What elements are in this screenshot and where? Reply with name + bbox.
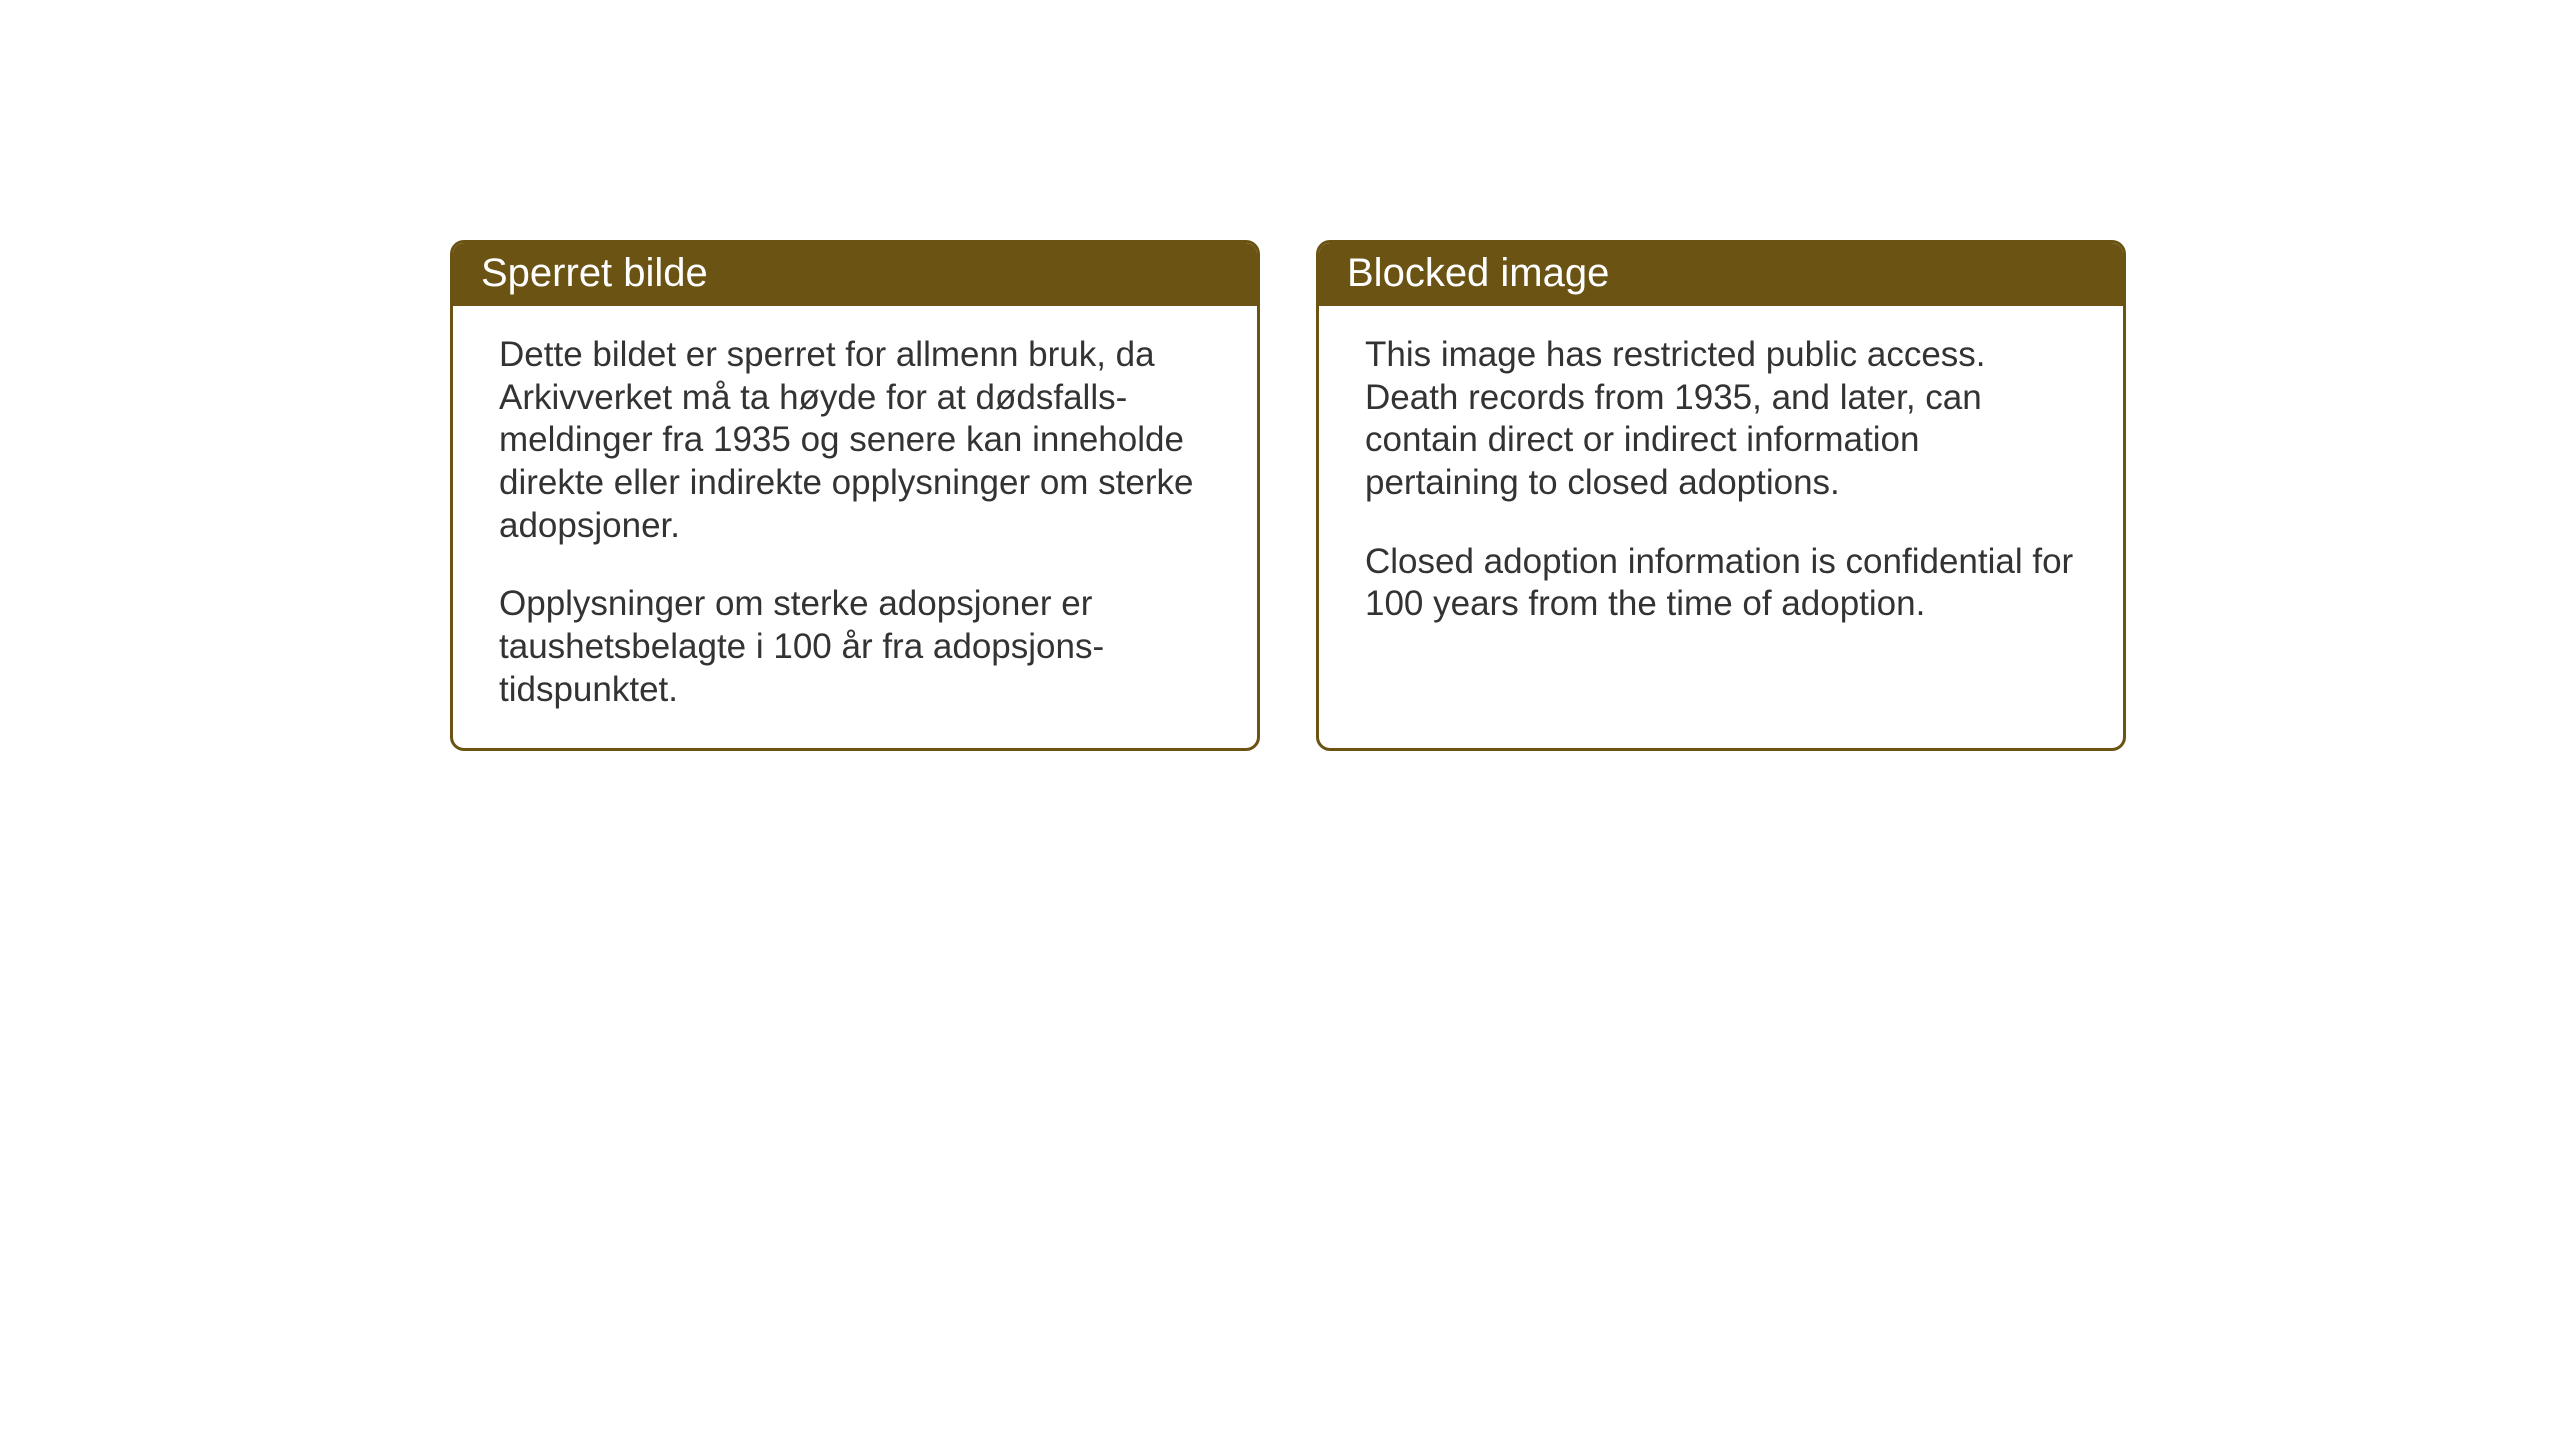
card-paragraph-1-english: This image has restricted public access.…: [1365, 334, 2077, 505]
blocked-image-card-norwegian: Sperret bilde Dette bildet er sperret fo…: [450, 240, 1260, 751]
card-body-english: This image has restricted public access.…: [1319, 306, 2123, 706]
card-paragraph-1-norwegian: Dette bildet er sperret for allmenn bruk…: [499, 334, 1211, 547]
card-paragraph-2-english: Closed adoption information is confident…: [1365, 541, 2077, 626]
card-paragraph-2-norwegian: Opplysninger om sterke adopsjoner er tau…: [499, 583, 1211, 711]
card-title-english: Blocked image: [1319, 243, 2123, 306]
notice-cards-container: Sperret bilde Dette bildet er sperret fo…: [450, 240, 2126, 751]
card-body-norwegian: Dette bildet er sperret for allmenn bruk…: [453, 306, 1257, 748]
card-title-norwegian: Sperret bilde: [453, 243, 1257, 306]
blocked-image-card-english: Blocked image This image has restricted …: [1316, 240, 2126, 751]
